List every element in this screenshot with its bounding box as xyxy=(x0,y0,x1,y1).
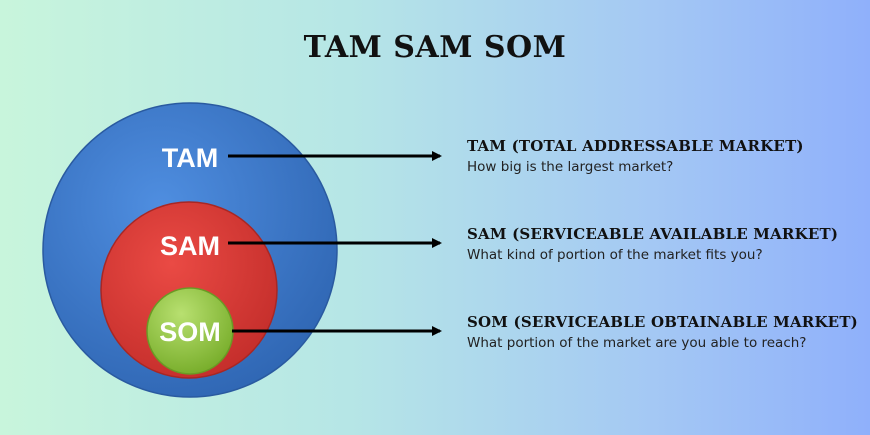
sam-question: What kind of portion of the market fits … xyxy=(467,247,763,263)
tam-description: TAM (TOTAL ADDRESSABLE MARKET) How big i… xyxy=(467,137,804,175)
som-question: What portion of the market are you able … xyxy=(467,335,807,351)
diagram-title: TAM SAM SOM xyxy=(303,30,567,65)
tam-label: TAM xyxy=(162,143,218,173)
som-label: SOM xyxy=(159,317,221,347)
sam-label: SAM xyxy=(160,231,220,261)
som-heading: SOM (SERVICEABLE OBTAINABLE MARKET) xyxy=(467,313,858,331)
tam-question: How big is the largest market? xyxy=(467,159,674,175)
sam-heading: SAM (SERVICEABLE AVAILABLE MARKET) xyxy=(467,225,839,243)
tam-heading: TAM (TOTAL ADDRESSABLE MARKET) xyxy=(467,137,804,155)
sam-description: SAM (SERVICEABLE AVAILABLE MARKET) What … xyxy=(467,225,838,263)
som-description: SOM (SERVICEABLE OBTAINABLE MARKET) What… xyxy=(467,313,858,351)
